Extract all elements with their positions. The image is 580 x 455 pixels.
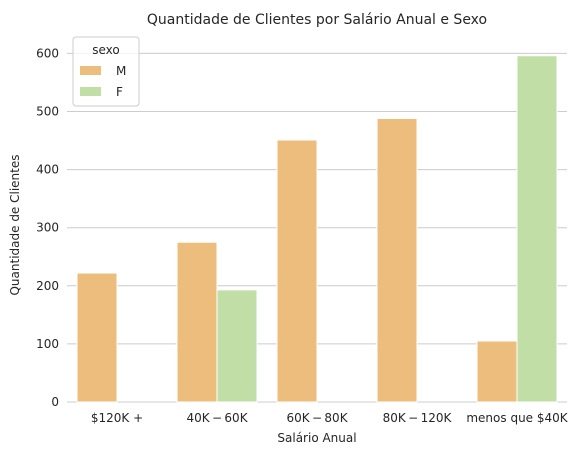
legend-label-m: M (116, 64, 126, 78)
y-tick-label: 300 (36, 221, 59, 235)
y-tick-label: 0 (51, 395, 59, 409)
chart-title: Quantidade de Clientes por Salário Anual… (147, 12, 487, 28)
x-axis-ticks: $120K + 40K − 60K 60K − 80K 80K − 120K menos… (91, 411, 569, 425)
y-axis-ticks: 0 100 200 300 400 500 600 (36, 46, 59, 409)
bars (76, 55, 558, 403)
x-tick-label: 40K − 60K (186, 411, 248, 425)
bar-m-menos-que-40k (476, 340, 518, 403)
legend-swatch-m (80, 66, 101, 75)
x-axis-label: Salário Anual (277, 431, 356, 445)
bar-f-40k-60k (216, 289, 258, 403)
legend: sexo M F (72, 36, 140, 107)
y-tick-label: 100 (36, 337, 59, 351)
x-tick-label: $120K + (91, 411, 143, 425)
y-tick-label: 400 (36, 163, 59, 177)
y-tick-label: 200 (36, 279, 59, 293)
bar-m-60k-80k (276, 139, 318, 403)
bar-m-40k-60k (176, 241, 218, 403)
y-tick-label: 600 (36, 46, 59, 60)
bar-m-120k (76, 272, 118, 403)
bar-m-80k-120k (376, 117, 418, 403)
y-axis-label: Quantidade de Clientes (8, 154, 22, 295)
legend-title: sexo (92, 43, 120, 57)
legend-label-f: F (116, 85, 123, 99)
bar-f-menos-que-40k (516, 55, 558, 403)
legend-swatch-f (80, 87, 101, 96)
y-tick-label: 500 (36, 105, 59, 119)
x-tick-label: 60K − 80K (286, 411, 348, 425)
x-tick-label: menos que $40K (466, 411, 568, 425)
x-tick-label: 80K − 120K (383, 411, 453, 425)
